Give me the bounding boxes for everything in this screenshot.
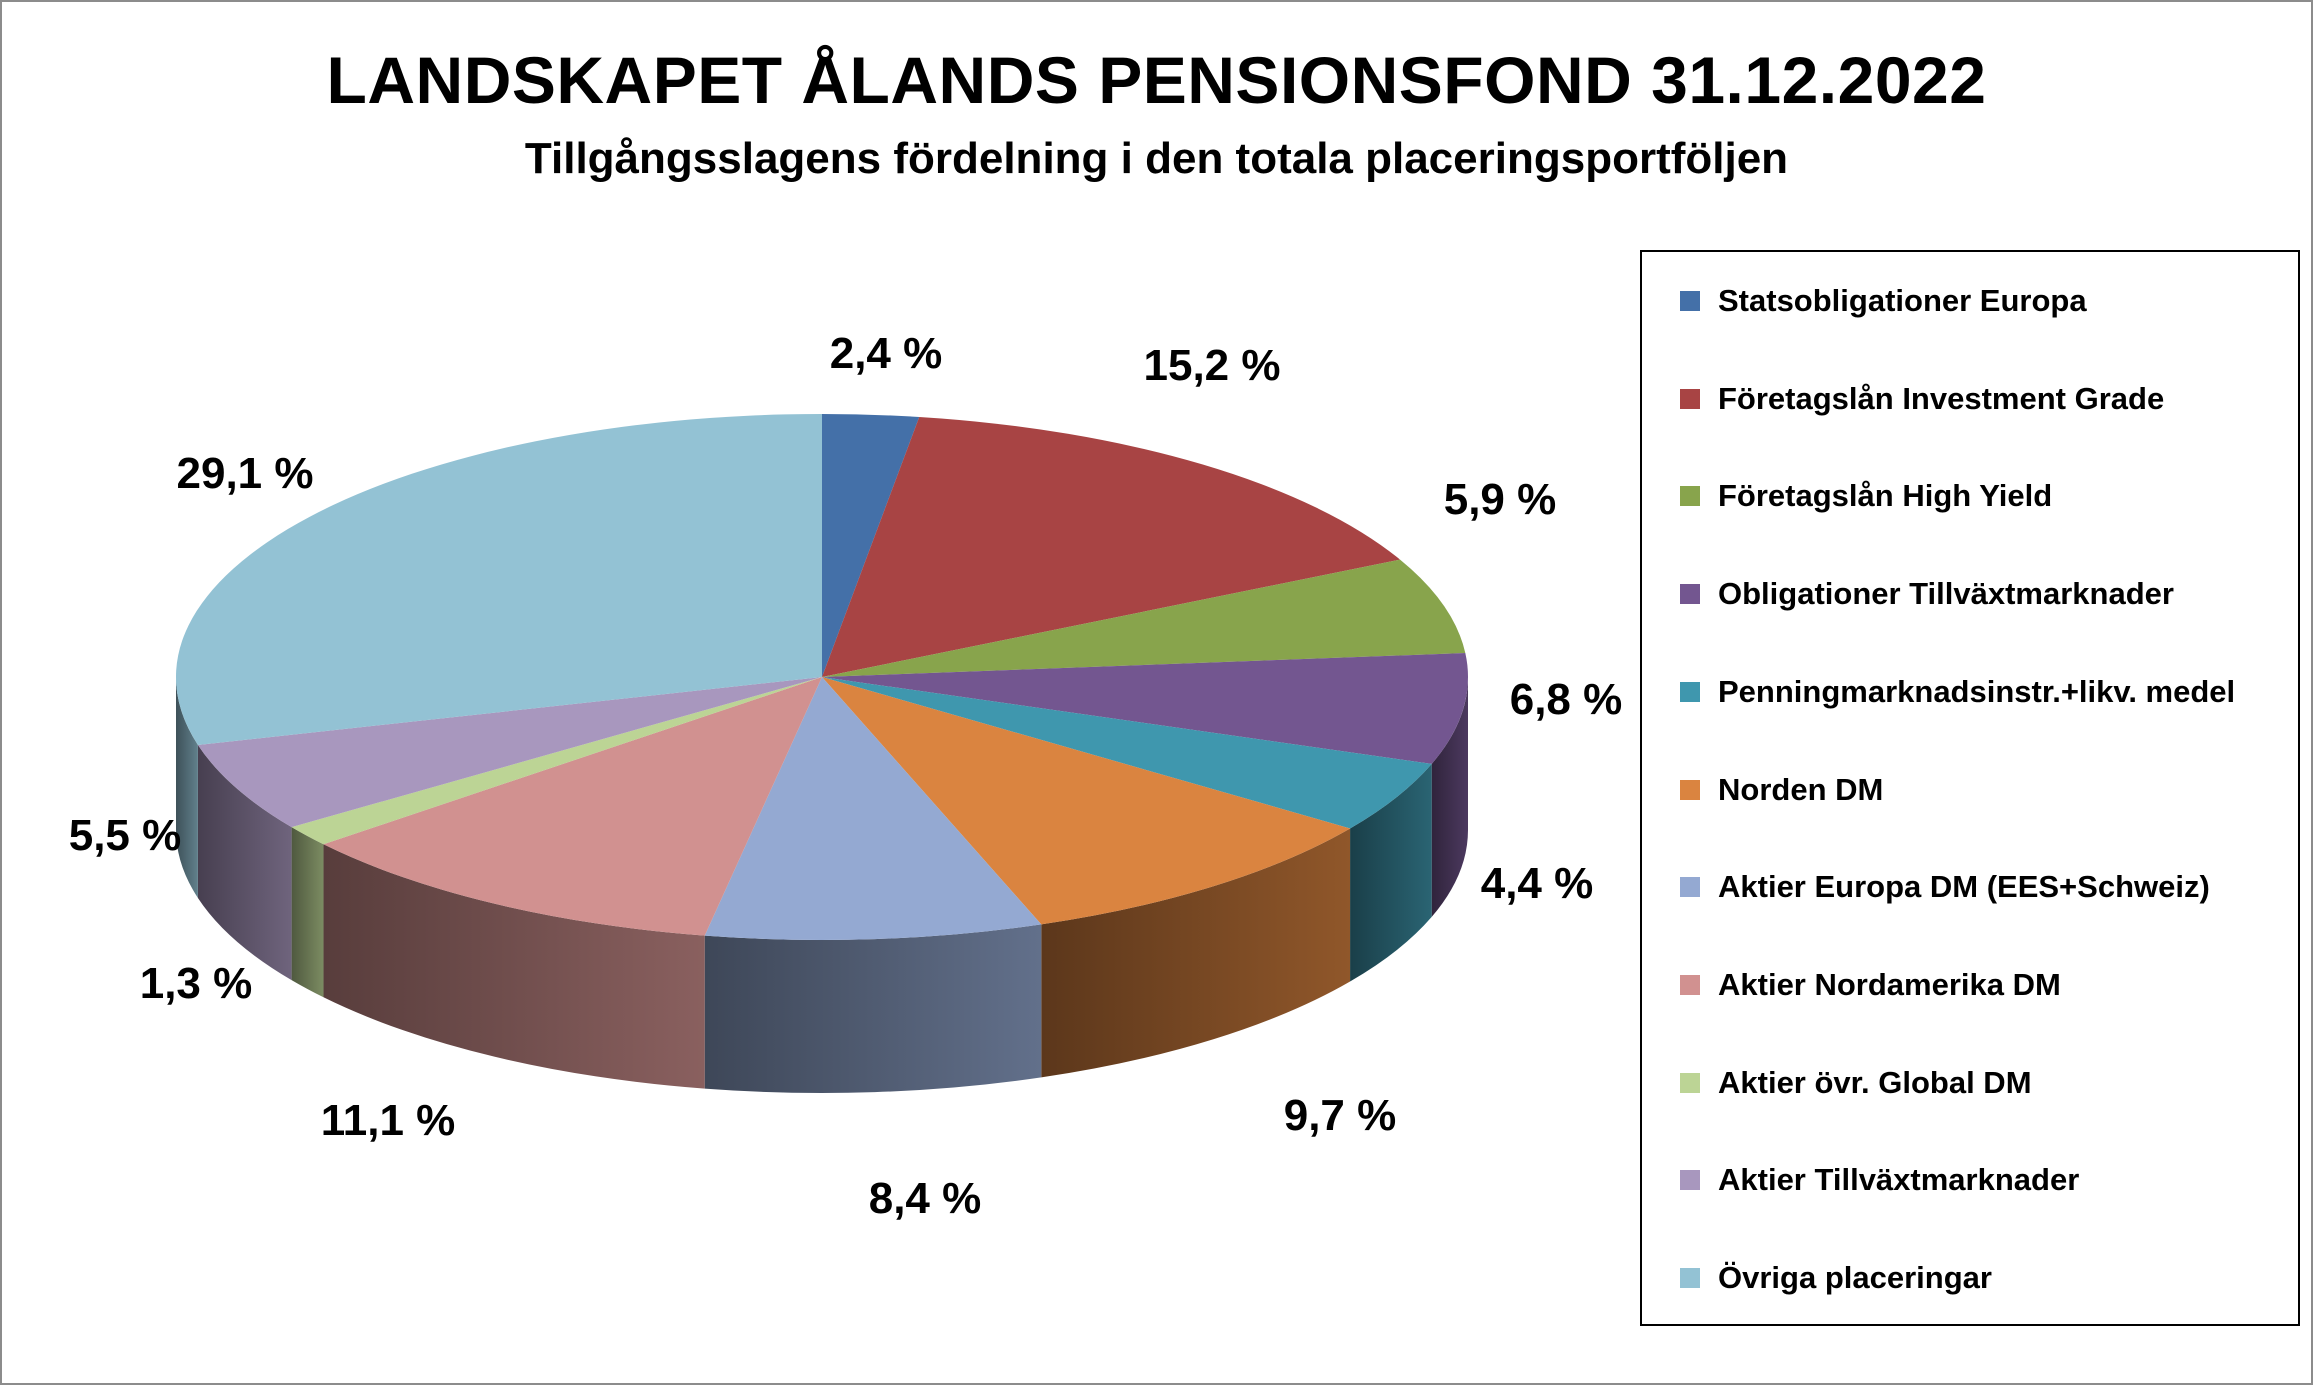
data-label-6: 9,7 % <box>1284 1091 1397 1140</box>
legend: Statsobligationer Europa Företagslån Inve… <box>1640 250 2300 1326</box>
legend-item: Statsobligationer Europa <box>1680 281 2087 321</box>
legend-swatch <box>1680 1170 1700 1191</box>
legend-label: Aktier Tillväxtmarknader <box>1718 1162 2080 1198</box>
legend-label: Norden DM <box>1718 771 1884 807</box>
data-label-8: 11,1 % <box>321 1096 456 1145</box>
data-label-4: 6,8 % <box>1510 675 1623 724</box>
pie-side-7 <box>704 924 1042 1094</box>
legend-item: Aktier Nordamerika DM <box>1680 965 2061 1005</box>
legend-swatch <box>1680 1072 1700 1093</box>
pie-tops <box>175 413 1469 941</box>
pie-slice-11 <box>175 413 822 745</box>
legend-swatch <box>1680 388 1700 409</box>
pie-slice-2 <box>822 417 1401 677</box>
chart-subtitle: Tillgångsslagens fördelning i den totala… <box>524 134 1789 183</box>
pie-slice-7 <box>704 677 1042 941</box>
legend-label: Företagslån High Yield <box>1718 478 2053 514</box>
legend-label: Aktier övr. Global DM <box>1718 1064 2032 1100</box>
pie-side-11 <box>176 677 198 898</box>
pie-side-9 <box>291 827 324 998</box>
legend-swatch <box>1680 584 1700 605</box>
legend-label: Obligationer Tillväxtmarknader <box>1718 576 2174 612</box>
data-label-5: 4,4 % <box>1481 859 1594 908</box>
legend-item: Företagslån High Yield <box>1680 476 2052 516</box>
legend-swatch <box>1680 1268 1700 1288</box>
pie-slice-6 <box>822 677 1351 925</box>
legend-swatch <box>1680 486 1700 507</box>
pie-side-8 <box>323 844 705 1089</box>
legend-label: Penningmarknadsinstr.+likv. medel <box>1718 673 2236 709</box>
legend-item: Norden DM <box>1680 770 1883 810</box>
legend-swatch <box>1680 974 1700 995</box>
pie-side-4 <box>1431 677 1468 917</box>
legend-item: Aktier Europa DM (EES+Schweiz) <box>1680 867 2210 907</box>
pie-slice-1 <box>822 414 920 677</box>
pie-slice-5 <box>822 677 1432 829</box>
legend-label: Övriga placeringar <box>1718 1260 1992 1295</box>
data-label-11: 29,1 % <box>177 449 314 498</box>
legend-item: Aktier Tillväxtmarknader <box>1680 1160 2079 1200</box>
legend-item: Penningmarknadsinstr.+likv. medel <box>1680 672 2235 712</box>
data-label-10: 5,5 % <box>69 811 182 860</box>
data-label-2: 15,2 % <box>1144 341 1281 390</box>
legend-swatch <box>1680 877 1700 898</box>
legend-item: Obligationer Tillväxtmarknader <box>1680 574 2174 614</box>
legend-label: Företagslån Investment Grade <box>1718 380 2165 416</box>
pie-slice-8 <box>323 677 822 936</box>
data-label-1: 2,4 % <box>830 329 943 378</box>
legend-swatch <box>1680 681 1700 702</box>
data-label-3: 5,9 % <box>1444 475 1557 524</box>
pie-slice-10 <box>197 677 823 828</box>
pie-side-10 <box>197 744 292 981</box>
pie-sides <box>176 677 1468 1094</box>
chart-title: LANDSKAPET ÅLANDS PENSIONSFOND 31.12.202… <box>326 43 1987 117</box>
data-label-9: 1,3 % <box>140 959 253 1008</box>
legend-item: Aktier övr. Global DM <box>1680 1063 2032 1103</box>
pie-slice-3 <box>822 559 1466 677</box>
legend-item: Övriga placeringar <box>1680 1258 1992 1298</box>
legend-label: Aktier Europa DM (EES+Schweiz) <box>1718 869 2210 905</box>
legend-item: Företagslån Investment Grade <box>1680 379 2164 419</box>
pie-side-6 <box>1041 828 1351 1078</box>
pie-side-5 <box>1350 763 1432 982</box>
legend-label: Aktier Nordamerika DM <box>1718 966 2061 1002</box>
legend-swatch <box>1680 779 1700 800</box>
pie-slice-4 <box>822 653 1469 764</box>
legend-swatch <box>1680 291 1700 311</box>
legend-label: Statsobligationer Europa <box>1718 283 2087 318</box>
data-label-7: 8,4 % <box>869 1174 982 1223</box>
pie-labels: 2,4 % 15,2 % 5,9 % 6,8 % 4,4 % 9,7 % 8,4 % 11,1… <box>69 329 1623 1223</box>
pie-slice-9 <box>291 677 823 845</box>
